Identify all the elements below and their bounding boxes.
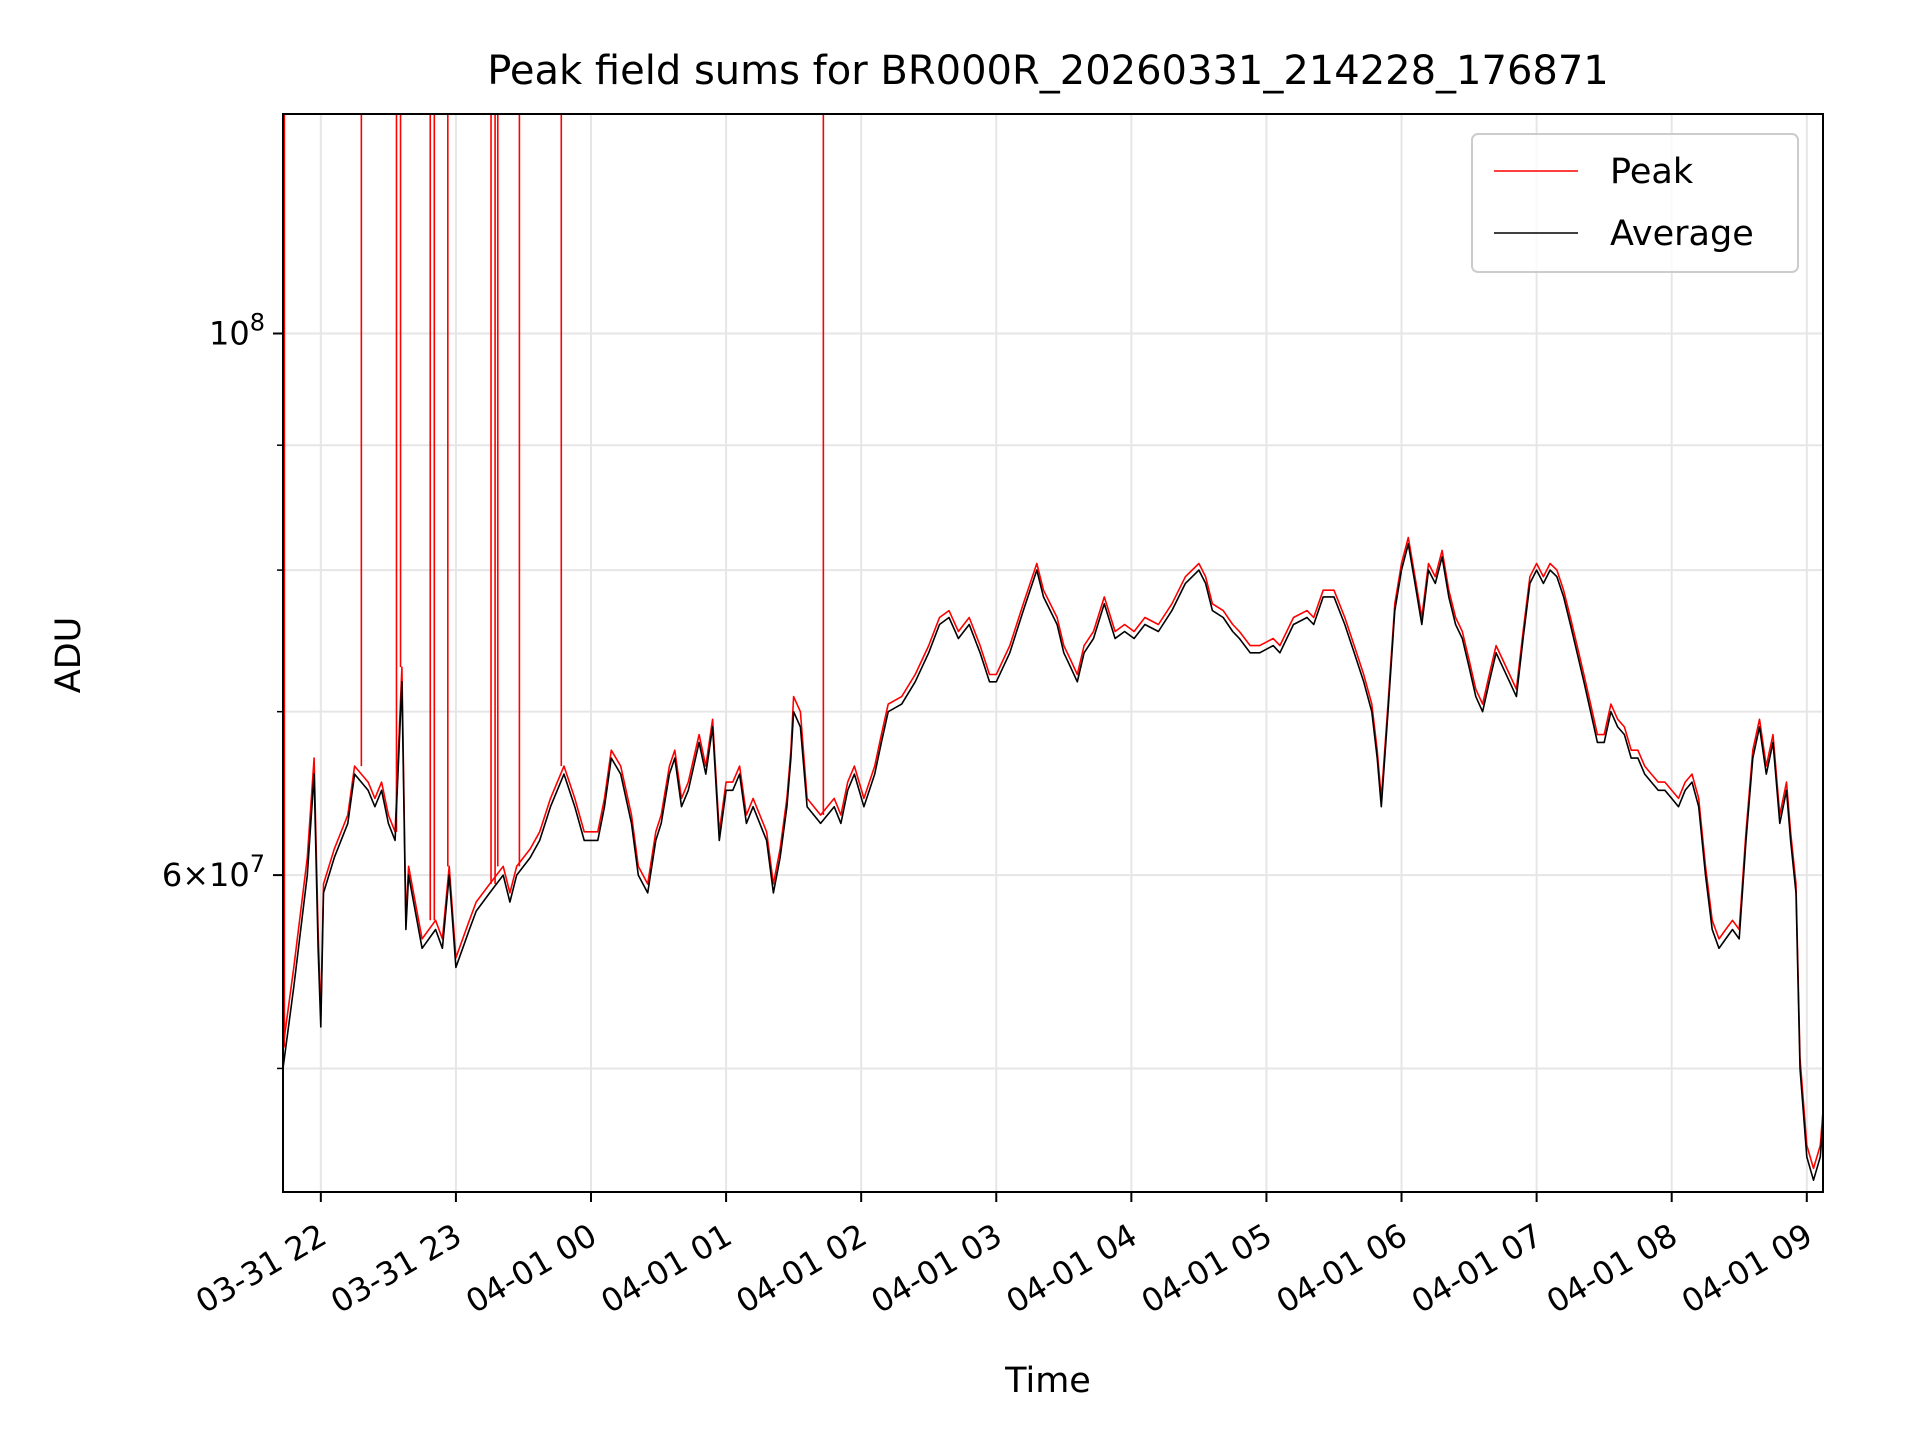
y-tick-mantissa: 6 xyxy=(162,856,182,894)
plot-series xyxy=(283,114,1823,1181)
legend-label-peak: Peak xyxy=(1610,152,1694,192)
legend-label-average: Average xyxy=(1610,214,1754,254)
y-tick-label: 108 xyxy=(209,308,265,352)
y-axis-ticks: 108 6×107 xyxy=(162,308,283,1070)
average-series-line xyxy=(283,543,1823,1181)
legend-frame xyxy=(1471,133,1799,273)
peak-series-line xyxy=(283,536,1823,1170)
plot-frame xyxy=(282,113,1824,1193)
y-tick-label: 6×107 xyxy=(162,850,265,894)
legend: Peak Average xyxy=(1471,133,1799,273)
x-axis-label: Time xyxy=(1004,1361,1091,1401)
chart-title: Peak field sums for BR000R_20260331_2142… xyxy=(487,48,1609,94)
grid-lines xyxy=(283,114,1823,1192)
y-tick-base: 10 xyxy=(209,314,250,352)
y-axis-label: ADU xyxy=(49,617,89,694)
series-group xyxy=(283,114,1823,1181)
y-tick-exponent: 8 xyxy=(250,308,265,336)
y-tick-exponent: 7 xyxy=(250,850,265,878)
y-tick-times: ×10 xyxy=(182,856,250,894)
